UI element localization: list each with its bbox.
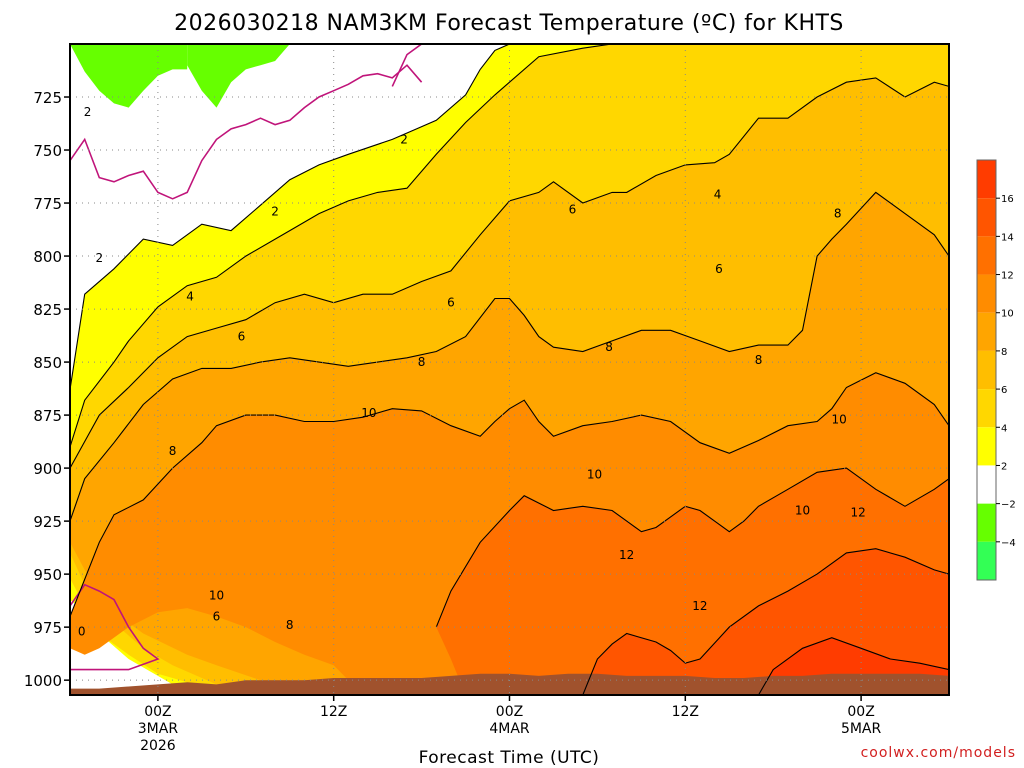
colorbar-label-9: −4 xyxy=(1001,538,1016,549)
x-tick-label-2-0: 00Z xyxy=(496,704,523,720)
isotherm-contour-0 xyxy=(70,44,510,390)
colorbar-label-0: 16 xyxy=(1001,194,1014,205)
contour-labels: 2 2 2 2 4 4 6 6 6 6 6 8 8 8 8 8 8 10 10 10 10 10 12 12 12 0 xyxy=(78,105,866,639)
colorbar-label-2: 12 xyxy=(1001,271,1014,282)
contour-label-9: 6 xyxy=(447,296,455,310)
x-tick-label-3-0: 12Z xyxy=(672,704,699,720)
credit-link[interactable]: coolwx.com/models xyxy=(861,745,1016,761)
freezing-contour-1 xyxy=(391,44,423,87)
x-tick-label-1-0: 12Z xyxy=(320,704,347,720)
y-tick-label-10: 975 xyxy=(33,619,62,637)
y-tick-label-4: 825 xyxy=(33,301,62,319)
y-tick-label-6: 875 xyxy=(33,407,62,425)
colorbar-label-4: 8 xyxy=(1001,347,1007,358)
y-tick-label-5: 850 xyxy=(33,354,62,372)
contour-label-2: 2 xyxy=(271,205,279,219)
colorbar-bin-minus4 xyxy=(977,541,996,580)
contour-label-7: 6 xyxy=(569,202,577,216)
freezing-contour-2 xyxy=(70,583,160,671)
plot-area xyxy=(70,44,949,695)
contour-label-13: 8 xyxy=(755,353,763,367)
chart-title: 2026030218 NAM3KM Forecast Temperature (… xyxy=(174,11,844,36)
contour-label-11: 8 xyxy=(834,207,842,221)
colorbar-label-1: 14 xyxy=(1001,232,1014,243)
colorbar-bin-zero xyxy=(977,465,996,504)
contour-label-25: 0 xyxy=(78,624,86,638)
contour-label-10: 6 xyxy=(213,610,221,624)
x-tick-label-2-1: 4MAR xyxy=(489,721,530,737)
isotherm-contour-7 xyxy=(758,637,949,695)
contour-label-19: 10 xyxy=(587,467,602,481)
contour-label-0: 2 xyxy=(84,105,92,119)
x-tick-label-4-1: 5MAR xyxy=(841,721,882,737)
colorbar-legend: 16 14 12 10 8 6 4 2 −2 −4 xyxy=(976,159,1016,581)
contour-label-14: 8 xyxy=(418,355,426,369)
gridlines xyxy=(70,44,949,695)
colorbar-label-6: 4 xyxy=(1001,423,1007,434)
y-tick-label-0: 725 xyxy=(33,89,62,107)
contour-label-21: 10 xyxy=(795,504,810,518)
contour-label-4: 4 xyxy=(186,289,194,303)
axes: 725 750 775 800 825 850 875 900 925 950 975 1000 00Z… xyxy=(24,89,882,754)
x-tick-label-0-0: 00Z xyxy=(144,704,171,720)
contour-label-6: 6 xyxy=(238,330,246,344)
contour-label-17: 10 xyxy=(361,406,376,420)
temp-region-minus2-9 xyxy=(70,44,290,108)
isotherm-contour-1 xyxy=(70,44,613,448)
y-tick-label-8: 925 xyxy=(33,513,62,531)
colorbar-bin-plus4 xyxy=(977,389,996,428)
contour-label-24: 12 xyxy=(692,599,707,613)
y-tick-label-9: 950 xyxy=(33,566,62,584)
colorbar-bin-minus2 xyxy=(977,503,996,542)
x-tick-label-0-2: 2026 xyxy=(140,738,176,754)
y-tick-label-7: 900 xyxy=(33,460,62,478)
y-tick-label-11: 1000 xyxy=(24,672,62,690)
x-axis-title: Forecast Time (UTC) xyxy=(419,748,600,768)
contour-label-1: 2 xyxy=(95,251,103,265)
isotherm-contour-2 xyxy=(70,77,949,469)
x-tick-label-0-1: 3MAR xyxy=(138,721,179,737)
contour-label-18: 10 xyxy=(831,412,846,426)
contour-label-3: 2 xyxy=(400,132,408,146)
y-tick-label-1: 750 xyxy=(33,142,62,160)
y-tick-label-2: 775 xyxy=(33,195,62,213)
temp-region-minus2-10 xyxy=(70,44,188,108)
contour-label-16: 8 xyxy=(286,618,294,632)
colorbar-bin-plus8 xyxy=(977,312,996,351)
contour-label-5: 4 xyxy=(714,188,722,202)
contour-label-20: 10 xyxy=(209,588,224,602)
colorbar-bin-plus14 xyxy=(977,198,996,237)
isotherm-contour-6 xyxy=(582,548,949,695)
colorbar-bin-plus10 xyxy=(977,274,996,313)
contour-label-8: 6 xyxy=(715,262,723,276)
colorbar-label-7: 2 xyxy=(1001,461,1007,472)
colorbar-bin-plus2 xyxy=(977,427,996,466)
colorbar-label-3: 10 xyxy=(1001,309,1014,320)
contour-label-22: 12 xyxy=(851,506,866,520)
contour-label-12: 8 xyxy=(605,340,613,354)
colorbar-frame xyxy=(976,159,997,581)
colorbar-bin-plus16 xyxy=(977,160,996,199)
freezing-contour-0 xyxy=(70,64,423,200)
colorbar-bin-plus6 xyxy=(977,350,996,390)
temp-region-terrain-11 xyxy=(70,673,949,695)
isotherm-contour-4 xyxy=(70,372,949,617)
contour-label-23: 12 xyxy=(619,548,634,562)
colorbar-label-8: −2 xyxy=(1001,500,1016,511)
contour-label-15: 8 xyxy=(169,444,177,458)
y-tick-label-3: 800 xyxy=(33,248,62,266)
colorbar-bin-plus12 xyxy=(977,236,996,275)
x-tick-label-4-0: 00Z xyxy=(847,704,874,720)
colorbar-label-5: 6 xyxy=(1001,385,1007,396)
isotherm-contour-3 xyxy=(70,191,949,522)
